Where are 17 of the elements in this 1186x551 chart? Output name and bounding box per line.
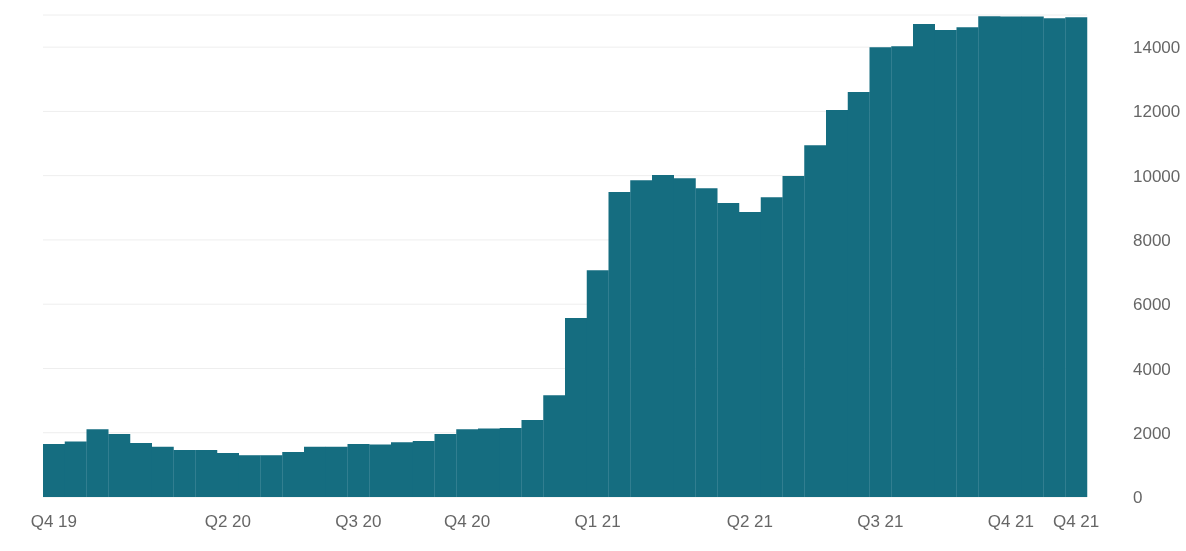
y-tick-label: 8000 (1133, 230, 1171, 250)
y-tick-label: 0 (1133, 488, 1143, 508)
x-tick-label: Q4 20 (443, 512, 491, 532)
x-tick-label: Q1 21 (574, 512, 621, 532)
y-tick-label: 14000 (1133, 38, 1181, 58)
y-tick-label: 10000 (1133, 166, 1181, 186)
y-tick-label: 4000 (1133, 359, 1171, 379)
x-tick-label: Q4 19 (30, 512, 78, 532)
x-tick-label: Q3 20 (335, 512, 382, 532)
x-tick-label: Q4 21 (1052, 512, 1100, 532)
x-tick-label: Q2 21 (726, 512, 774, 532)
y-tick-label: 12000 (1133, 102, 1181, 122)
x-tick-label: Q2 20 (204, 512, 252, 532)
y-tick-label: 6000 (1133, 295, 1171, 315)
x-tick-label: Q4 21 (987, 512, 1035, 532)
x-tick-label: Q3 21 (857, 512, 904, 532)
y-tick-label: 2000 (1133, 423, 1171, 443)
